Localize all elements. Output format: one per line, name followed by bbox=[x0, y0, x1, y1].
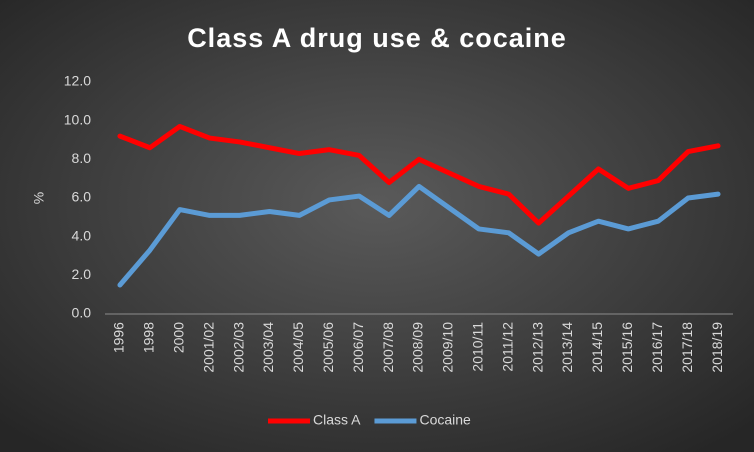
y-axis-label: % bbox=[31, 192, 47, 204]
legend-label: Cocaine bbox=[419, 412, 471, 428]
x-tick-label: 2016/17 bbox=[649, 322, 665, 373]
y-tick-label: 4.0 bbox=[72, 227, 92, 243]
x-tick-label: 2002/03 bbox=[230, 322, 246, 373]
x-tick-label: 1998 bbox=[141, 322, 157, 353]
x-tick-label: 2000 bbox=[170, 322, 186, 353]
x-tick-label: 2012/13 bbox=[529, 322, 545, 373]
x-tick-label: 2013/14 bbox=[559, 322, 575, 373]
x-tick-label: 2004/05 bbox=[290, 322, 306, 373]
y-tick-label: 10.0 bbox=[64, 111, 91, 127]
x-tick-label: 2011/12 bbox=[499, 322, 515, 372]
y-tick-label: 2.0 bbox=[72, 266, 92, 282]
y-tick-label: 12.0 bbox=[64, 73, 91, 89]
y-tick-label: 0.0 bbox=[72, 305, 92, 321]
x-tick-label: 2007/08 bbox=[380, 322, 396, 373]
series-line bbox=[117, 123, 721, 226]
series-line bbox=[117, 183, 721, 288]
y-tick-label: 6.0 bbox=[72, 189, 92, 205]
x-tick-label: 2018/19 bbox=[709, 322, 725, 373]
x-tick-label: 2006/07 bbox=[350, 322, 366, 373]
x-tick-label: 2017/18 bbox=[679, 322, 695, 373]
x-tick-label: 1996 bbox=[111, 322, 127, 353]
x-tick-label: 2009/10 bbox=[440, 322, 456, 373]
x-tick-label: 2015/16 bbox=[619, 322, 635, 373]
y-tick-label: 8.0 bbox=[72, 150, 92, 166]
x-tick-label: 2010/11 bbox=[470, 322, 486, 372]
chart-title: Class A drug use & cocaine bbox=[187, 23, 567, 53]
legend-label: Class A bbox=[313, 412, 361, 428]
x-tick-label: 2008/09 bbox=[410, 322, 426, 373]
x-tick-label: 2005/06 bbox=[320, 322, 336, 373]
x-tick-label: 2003/04 bbox=[260, 322, 276, 373]
x-tick-label: 2014/15 bbox=[589, 322, 605, 373]
x-tick-label: 2001/02 bbox=[200, 322, 216, 373]
